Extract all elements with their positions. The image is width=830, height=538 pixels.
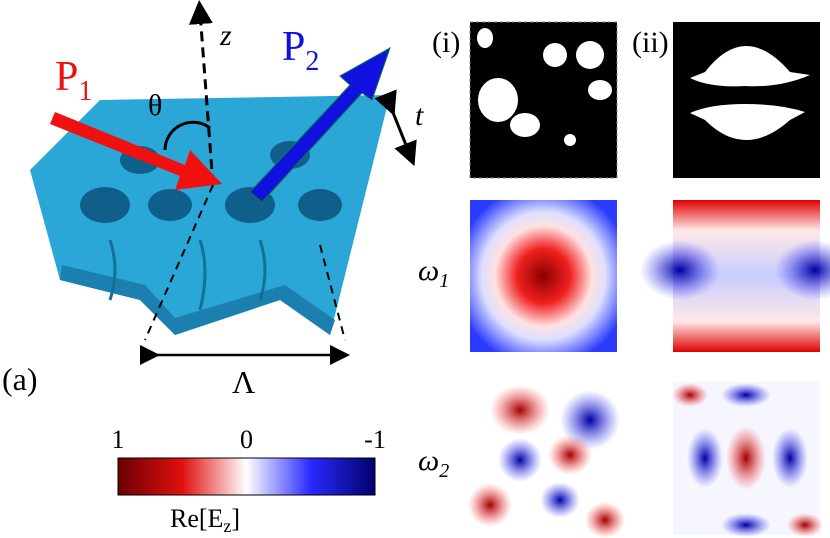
letter: ω bbox=[418, 254, 439, 287]
angle-arc bbox=[163, 120, 211, 151]
mask-i bbox=[469, 21, 618, 179]
row-label: ω1 bbox=[418, 254, 449, 292]
guide bbox=[144, 184, 214, 341]
text: ] bbox=[231, 504, 240, 533]
guide bbox=[319, 244, 346, 341]
letter: ω bbox=[418, 444, 439, 477]
output-beam bbox=[249, 46, 391, 203]
field-map bbox=[468, 382, 625, 538]
period-label: Λ bbox=[232, 364, 255, 400]
z-axis bbox=[188, 0, 215, 186]
field-map bbox=[470, 200, 617, 352]
incident-beam bbox=[50, 112, 222, 190]
thickness-arrow bbox=[374, 89, 417, 167]
sub: 1 bbox=[439, 270, 449, 292]
letter: P bbox=[282, 24, 305, 70]
letter: P bbox=[55, 54, 78, 100]
colorbar-tick-label: -1 bbox=[364, 425, 386, 454]
column-label: (i) bbox=[432, 26, 460, 59]
row-label: ω2 bbox=[418, 444, 449, 482]
colorbar-tick-label: 0 bbox=[240, 425, 253, 454]
field-map bbox=[640, 200, 830, 352]
sub: 2 bbox=[439, 460, 449, 482]
sub: 1 bbox=[78, 76, 92, 107]
mask-ii bbox=[673, 22, 820, 178]
axis-label: z bbox=[219, 19, 232, 52]
thickness-label: t bbox=[415, 99, 424, 132]
colorbar-label: Re[Ez] bbox=[170, 504, 240, 536]
beam-label: P1 bbox=[55, 54, 92, 107]
angle-label: θ bbox=[148, 89, 162, 122]
beam-label: P2 bbox=[282, 24, 319, 77]
column-label: (ii) bbox=[632, 26, 669, 59]
colorbar bbox=[117, 457, 376, 496]
sub: 2 bbox=[305, 46, 319, 77]
panel-label: (a) bbox=[2, 361, 38, 397]
sub: z bbox=[223, 516, 231, 536]
text: Re[E bbox=[170, 504, 223, 533]
colorbar-tick-label: 1 bbox=[112, 425, 125, 454]
field-map bbox=[672, 382, 823, 537]
